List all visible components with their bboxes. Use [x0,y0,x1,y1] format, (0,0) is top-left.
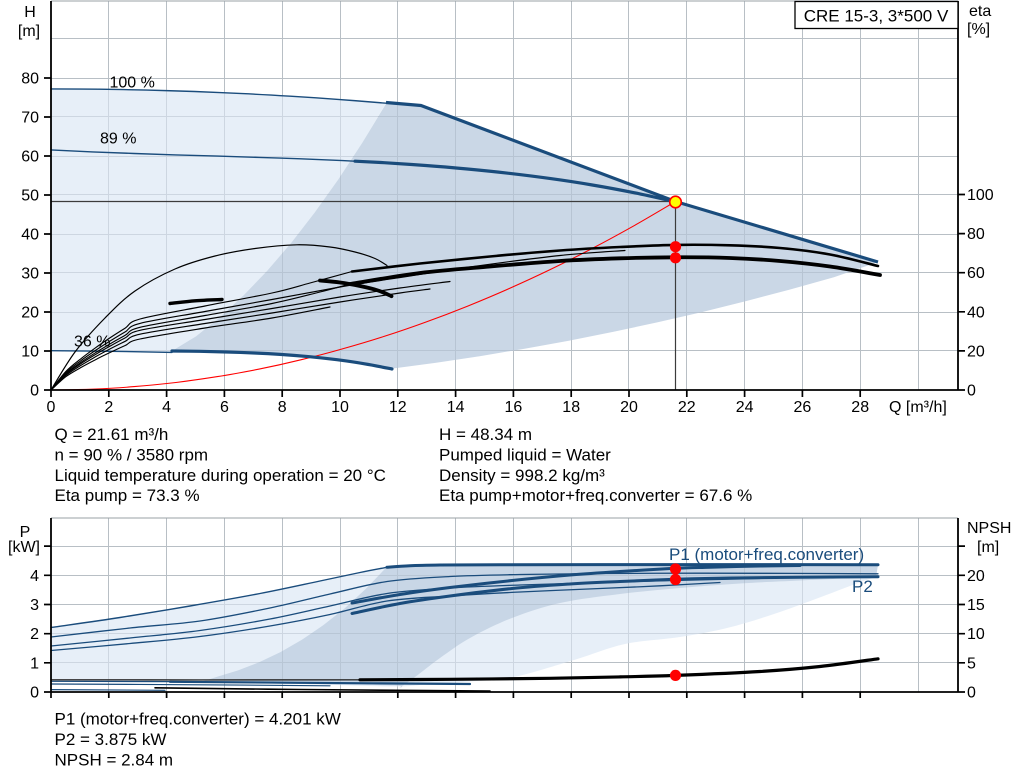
svg-text:eta: eta [969,3,991,20]
svg-text:10: 10 [331,399,349,416]
svg-text:0: 0 [30,383,39,400]
svg-text:100 %: 100 % [110,75,155,92]
svg-text:16: 16 [505,399,523,416]
svg-text:1: 1 [30,655,39,672]
svg-text:36 %: 36 % [74,334,110,351]
svg-text:Pumped liquid = Water: Pumped liquid = Water [439,445,611,464]
svg-text:6: 6 [220,399,229,416]
svg-text:60: 60 [967,265,985,282]
svg-text:Eta pump = 73.3 %: Eta pump = 73.3 % [55,486,200,505]
svg-text:12: 12 [389,399,407,416]
svg-text:20: 20 [967,343,985,360]
svg-text:20: 20 [21,305,39,322]
svg-text:70: 70 [21,110,39,127]
svg-text:3: 3 [30,597,39,614]
svg-text:0: 0 [47,399,56,416]
svg-text:50: 50 [21,188,39,205]
svg-text:22: 22 [678,399,696,416]
svg-text:20: 20 [967,568,985,585]
svg-text:[m]: [m] [977,539,999,556]
svg-text:Density = 998.2 kg/m³: Density = 998.2 kg/m³ [439,466,605,485]
svg-text:P1 (motor+freq.converter) = 4.: P1 (motor+freq.converter) = 4.201 kW [55,710,341,729]
svg-text:28: 28 [851,399,869,416]
svg-text:0: 0 [30,685,39,702]
svg-text:[m]: [m] [18,23,40,40]
svg-text:P1 (motor+freq.converter): P1 (motor+freq.converter) [669,545,864,564]
svg-text:[kW]: [kW] [8,539,40,556]
svg-text:0: 0 [967,383,976,400]
svg-text:2: 2 [104,399,113,416]
svg-text:10: 10 [967,626,985,643]
svg-text:P2: P2 [852,577,873,596]
svg-text:40: 40 [21,227,39,244]
svg-text:H = 48.34 m: H = 48.34 m [439,425,532,444]
svg-text:80: 80 [967,226,985,243]
svg-text:14: 14 [447,399,465,416]
svg-text:[%]: [%] [967,21,990,38]
svg-text:0: 0 [967,685,976,702]
svg-text:8: 8 [278,399,287,416]
svg-text:80: 80 [21,71,39,88]
svg-text:Q = 21.61 m³/h: Q = 21.61 m³/h [55,425,169,444]
svg-text:2: 2 [30,626,39,643]
svg-text:24: 24 [736,399,754,416]
svg-text:4: 4 [30,568,39,585]
svg-text:P2 = 3.875 kW: P2 = 3.875 kW [55,730,167,749]
svg-text:Q [m³/h]: Q [m³/h] [889,399,947,416]
svg-text:89 %: 89 % [100,131,136,148]
svg-text:60: 60 [21,149,39,166]
svg-text:P: P [20,524,31,541]
svg-text:100: 100 [967,187,994,204]
svg-text:CRE 15-3, 3*500 V: CRE 15-3, 3*500 V [804,7,949,26]
svg-text:40: 40 [967,304,985,321]
svg-text:NPSH = 2.84 m: NPSH = 2.84 m [55,750,174,769]
svg-text:Liquid temperature during oper: Liquid temperature during operation = 20… [55,466,386,485]
svg-text:n = 90 % / 3580 rpm: n = 90 % / 3580 rpm [55,445,209,464]
svg-text:Eta pump+motor+freq.converter: Eta pump+motor+freq.converter = 67.6 % [439,486,752,505]
svg-text:5: 5 [967,655,976,672]
svg-text:26: 26 [794,399,812,416]
svg-text:20: 20 [620,399,638,416]
svg-text:10: 10 [21,344,39,361]
svg-text:4: 4 [162,399,171,416]
svg-text:15: 15 [967,597,985,614]
svg-text:H: H [24,4,36,21]
svg-text:30: 30 [21,266,39,283]
svg-text:18: 18 [562,399,580,416]
svg-text:NPSH: NPSH [967,520,1011,537]
